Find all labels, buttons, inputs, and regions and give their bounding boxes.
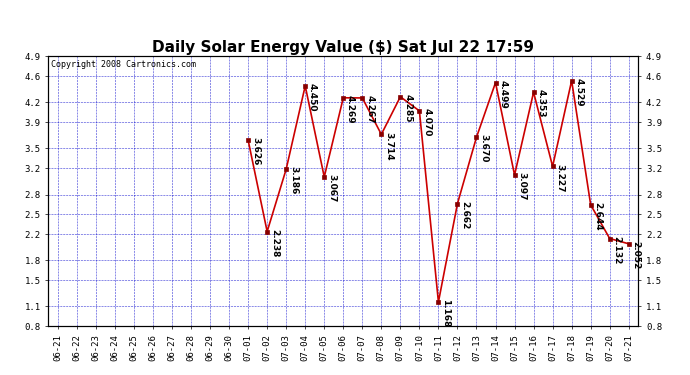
Text: Copyright 2008 Cartronics.com: Copyright 2008 Cartronics.com [51, 60, 196, 69]
Text: 2.132: 2.132 [613, 236, 622, 264]
Text: 3.067: 3.067 [327, 174, 336, 202]
Text: 4.070: 4.070 [422, 108, 431, 136]
Text: 4.450: 4.450 [308, 83, 317, 112]
Text: 4.269: 4.269 [346, 95, 355, 124]
Text: 3.626: 3.626 [251, 137, 260, 166]
Text: 3.670: 3.670 [480, 135, 489, 163]
Text: 2.052: 2.052 [631, 241, 640, 269]
Text: 1.168: 1.168 [441, 299, 450, 328]
Text: 2.238: 2.238 [270, 229, 279, 257]
Text: 3.714: 3.714 [384, 132, 393, 160]
Text: 4.499: 4.499 [498, 80, 507, 109]
Text: 4.267: 4.267 [365, 95, 374, 124]
Text: 3.186: 3.186 [289, 166, 298, 195]
Title: Daily Solar Energy Value ($) Sat Jul 22 17:59: Daily Solar Energy Value ($) Sat Jul 22 … [152, 40, 534, 55]
Text: 3.097: 3.097 [518, 172, 526, 201]
Text: 4.529: 4.529 [574, 78, 584, 106]
Text: 2.644: 2.644 [593, 202, 602, 231]
Text: 4.285: 4.285 [403, 94, 412, 123]
Text: 3.227: 3.227 [555, 164, 564, 192]
Text: 4.353: 4.353 [536, 90, 545, 118]
Text: 2.662: 2.662 [460, 201, 469, 229]
